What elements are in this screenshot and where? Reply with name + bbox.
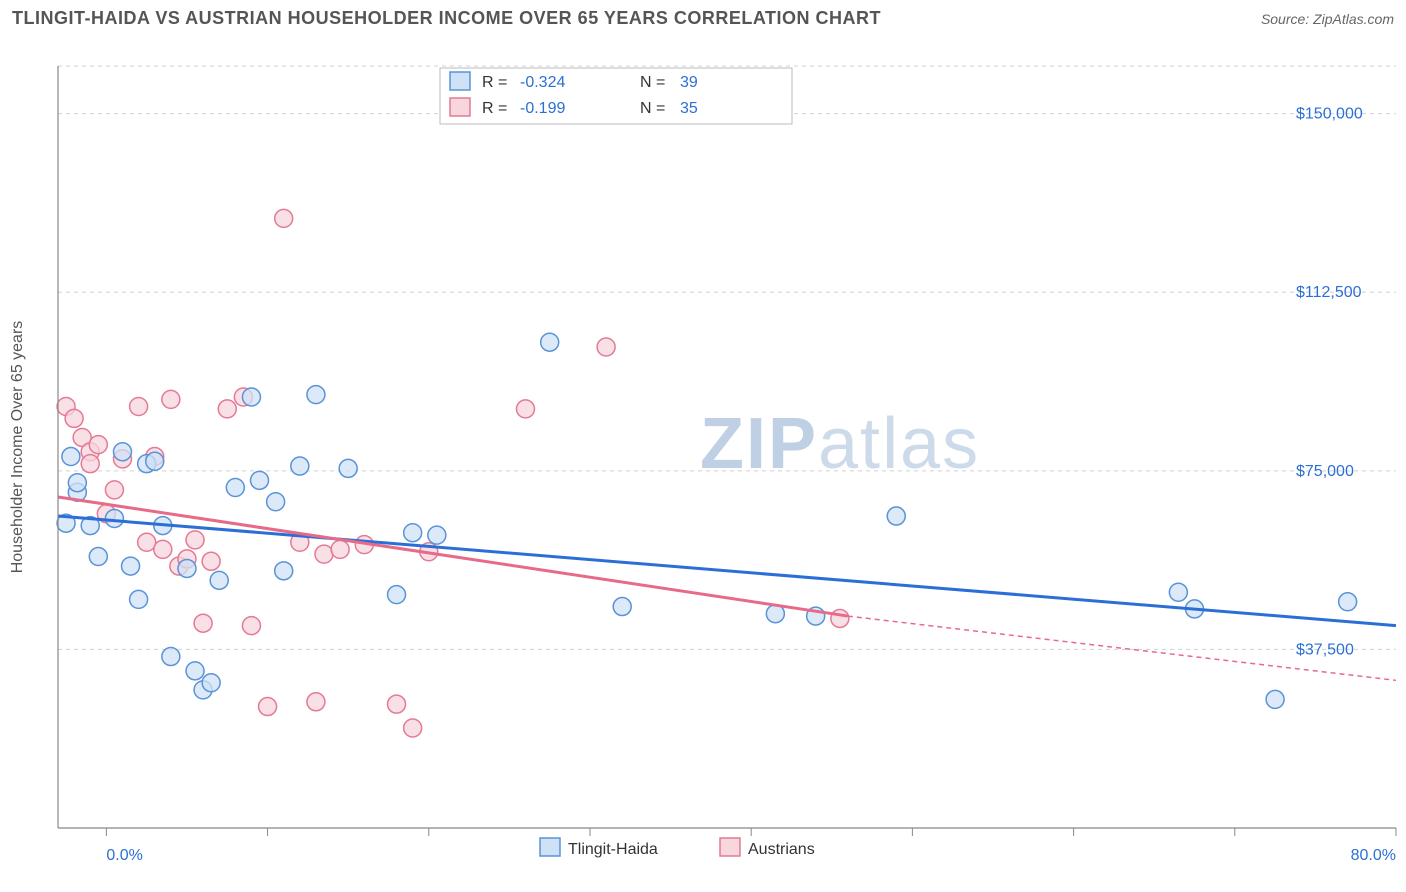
trendline-austrians <box>58 497 848 616</box>
stats-r-austrians: -0.199 <box>520 100 565 117</box>
point-tlingit <box>404 524 422 542</box>
point-austrians <box>218 400 236 418</box>
point-tlingit <box>887 507 905 525</box>
point-austrians <box>65 409 83 427</box>
y-tick-label: $150,000 <box>1296 106 1363 123</box>
point-tlingit <box>1169 583 1187 601</box>
point-austrians <box>130 398 148 416</box>
point-austrians <box>105 481 123 499</box>
stats-n-tlingit: 39 <box>680 74 698 91</box>
y-tick-label: $112,500 <box>1296 284 1362 301</box>
watermark-text: ZIPatlas <box>700 404 980 484</box>
point-tlingit <box>291 457 309 475</box>
point-austrians <box>162 390 180 408</box>
point-austrians <box>831 609 849 627</box>
correlation-scatter-chart: ZIPatlas 0.0% 80.0% $37,500 $75,000 $112,500 $… <box>0 38 1406 892</box>
point-tlingit <box>89 548 107 566</box>
point-tlingit <box>146 452 164 470</box>
point-tlingit <box>242 388 260 406</box>
point-tlingit <box>428 526 446 544</box>
stats-swatch-austrians <box>450 98 470 116</box>
point-tlingit <box>186 662 204 680</box>
point-austrians <box>242 617 260 635</box>
source-attribution: Source: ZipAtlas.com <box>1261 11 1394 27</box>
point-tlingit <box>541 333 559 351</box>
point-austrians <box>597 338 615 356</box>
point-austrians <box>516 400 534 418</box>
point-tlingit <box>113 443 131 461</box>
point-tlingit <box>267 493 285 511</box>
series-legend: Tlingit-Haida Austrians <box>540 838 815 858</box>
point-tlingit <box>105 509 123 527</box>
point-tlingit <box>122 557 140 575</box>
point-tlingit <box>68 474 86 492</box>
point-tlingit <box>226 478 244 496</box>
legend-swatch-austrians <box>720 838 740 856</box>
stats-r-label: R = <box>482 74 507 91</box>
stats-r-tlingit: -0.324 <box>520 74 565 91</box>
point-austrians <box>259 698 277 716</box>
point-tlingit <box>613 598 631 616</box>
y-tick-label: $75,000 <box>1296 463 1354 480</box>
point-austrians <box>81 455 99 473</box>
point-tlingit <box>275 562 293 580</box>
point-tlingit <box>1339 593 1357 611</box>
point-austrians <box>89 436 107 454</box>
point-tlingit <box>339 459 357 477</box>
x-tick-label: 0.0% <box>106 847 142 864</box>
trendline-tlingit <box>58 516 1396 626</box>
point-tlingit <box>388 586 406 604</box>
point-austrians <box>331 540 349 558</box>
point-austrians <box>275 209 293 227</box>
legend-label-tlingit: Tlingit-Haida <box>568 841 658 858</box>
stats-n-label: N = <box>640 74 665 91</box>
point-tlingit <box>210 571 228 589</box>
source-link[interactable]: ZipAtlas.com <box>1313 11 1394 27</box>
x-tick-label: 80.0% <box>1351 847 1396 864</box>
point-tlingit <box>162 648 180 666</box>
chart-title: TLINGIT-HAIDA VS AUSTRIAN HOUSEHOLDER IN… <box>12 8 881 29</box>
chart-svg: ZIPatlas 0.0% 80.0% $37,500 $75,000 $112,500 $… <box>0 38 1406 892</box>
point-tlingit <box>62 448 80 466</box>
point-tlingit <box>307 386 325 404</box>
stats-n-austrians: 35 <box>680 100 698 117</box>
point-austrians <box>315 545 333 563</box>
point-austrians <box>202 552 220 570</box>
y-tick-label: $37,500 <box>1296 641 1354 658</box>
chart-header: TLINGIT-HAIDA VS AUSTRIAN HOUSEHOLDER IN… <box>0 0 1406 33</box>
point-austrians <box>138 533 156 551</box>
point-tlingit <box>251 471 269 489</box>
point-tlingit <box>1266 690 1284 708</box>
point-tlingit <box>130 590 148 608</box>
point-austrians <box>388 695 406 713</box>
legend-label-austrians: Austrians <box>748 841 815 858</box>
point-austrians <box>186 531 204 549</box>
point-tlingit <box>202 674 220 692</box>
point-austrians <box>194 614 212 632</box>
stats-r-label: R = <box>482 100 507 117</box>
y-axis-label: Householder Income Over 65 years <box>9 321 26 574</box>
point-tlingit <box>178 559 196 577</box>
point-austrians <box>404 719 422 737</box>
stats-swatch-tlingit <box>450 72 470 90</box>
source-prefix: Source: <box>1261 11 1313 27</box>
point-austrians <box>307 693 325 711</box>
stats-n-label: N = <box>640 100 665 117</box>
legend-swatch-tlingit <box>540 838 560 856</box>
point-austrians <box>154 540 172 558</box>
